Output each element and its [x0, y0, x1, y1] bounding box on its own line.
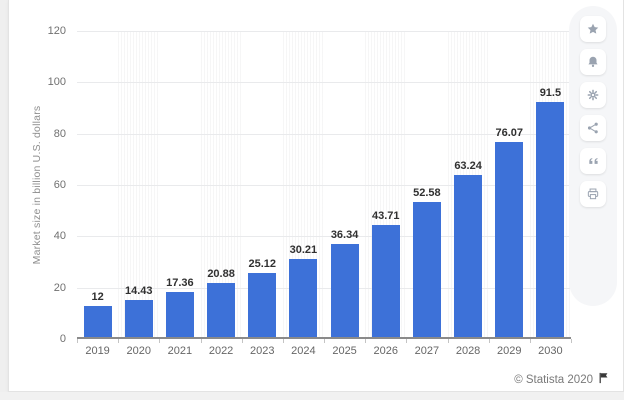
- gridline-80: [77, 133, 571, 135]
- bell-icon: [586, 55, 600, 69]
- gridline-20: [77, 287, 571, 289]
- x-axis-label-2020: 2020: [126, 345, 151, 357]
- star-icon: [586, 22, 600, 36]
- x-axis-label-2027: 2027: [414, 345, 440, 357]
- flag-icon: [598, 372, 609, 387]
- x-axis-label-2021: 2021: [167, 345, 193, 357]
- share-icon: [586, 121, 600, 135]
- gridline-120: [77, 31, 571, 32]
- x-axis-label-2024: 2024: [291, 345, 316, 357]
- bar-2028[interactable]: [454, 174, 483, 337]
- value-label-2026: 43.71: [371, 209, 400, 222]
- chart-action-toolbar: [569, 6, 617, 306]
- chart-card: Market size in billion U.S. dollars 12 14…: [8, 0, 624, 392]
- y-tick-label-20: 20: [53, 281, 66, 294]
- settings-button[interactable]: [580, 82, 606, 108]
- value-label-2027: 52.58: [413, 187, 441, 200]
- value-label-2025: 36.34: [330, 228, 359, 241]
- x-axis-tick: [324, 339, 325, 343]
- x-axis-label-2030: 2030: [538, 345, 563, 357]
- y-tick-label-80: 80: [53, 127, 66, 140]
- hatched-column-band: [118, 31, 160, 337]
- x-axis-tick: [200, 339, 202, 343]
- value-label-2030: 91.5: [539, 87, 562, 100]
- x-axis-tick: [77, 339, 78, 343]
- plot-area: 12 14.43 17.36 20.88 25.12 30.21 36.34 43.71 52.…: [77, 31, 572, 343]
- value-label-2021: 17.36: [166, 277, 194, 290]
- bar-2030[interactable]: [536, 102, 565, 337]
- bar-2029[interactable]: [495, 141, 524, 337]
- x-axis-tick: [529, 339, 531, 343]
- x-axis-label-2029: 2029: [496, 345, 522, 357]
- x-axis-label-2019: 2019: [85, 345, 110, 357]
- x-axis-tick: [118, 339, 120, 343]
- quote-icon: [586, 154, 600, 168]
- x-axis-tick: [447, 339, 449, 343]
- value-label-2020: 14.43: [124, 284, 153, 297]
- print-button[interactable]: [580, 181, 606, 207]
- value-label-2022: 20.88: [207, 268, 235, 281]
- x-axis-label-2026: 2026: [373, 345, 398, 357]
- x-axis-label-2028: 2028: [455, 345, 481, 357]
- bar-2019[interactable]: [83, 306, 112, 337]
- x-axis-tick: [159, 339, 161, 343]
- value-label-2029: 76.07: [495, 126, 523, 139]
- bar-2026[interactable]: [371, 224, 400, 337]
- y-tick-label-60: 60: [53, 179, 66, 191]
- y-tick-label-120: 120: [47, 25, 66, 37]
- share-button[interactable]: [580, 115, 606, 141]
- gridline-60: [77, 185, 571, 186]
- value-label-2023: 25.12: [248, 257, 276, 270]
- gridline-100: [77, 82, 571, 84]
- bar-2025[interactable]: [330, 243, 359, 337]
- print-icon: [586, 187, 600, 201]
- x-axis-tick: [282, 339, 284, 343]
- y-tick-label-0: 0: [59, 333, 66, 345]
- gear-icon: [586, 88, 600, 102]
- cite-button[interactable]: [580, 148, 606, 174]
- bar-2023[interactable]: [248, 272, 277, 337]
- value-label-2019: 12: [91, 291, 104, 304]
- x-axis-label-2025: 2025: [332, 345, 357, 357]
- copyright-notice: © Statista 2020: [514, 372, 609, 387]
- favorite-button[interactable]: [580, 16, 606, 42]
- value-label-2028: 63.24: [454, 159, 482, 172]
- alert-button[interactable]: [580, 49, 606, 75]
- bar-2022[interactable]: [207, 283, 236, 337]
- bar-2020[interactable]: [124, 299, 153, 337]
- x-axis-tick: [365, 339, 367, 343]
- x-axis-tick: [406, 339, 408, 343]
- gridline-40: [77, 236, 571, 238]
- copyright-text: © Statista 2020: [514, 373, 593, 386]
- bar-2024[interactable]: [289, 259, 318, 337]
- value-label-2024: 30.21: [289, 244, 318, 257]
- y-tick-label-100: 100: [47, 76, 66, 89]
- bar-2021[interactable]: [165, 292, 194, 337]
- page-bottom-strip: [0, 392, 624, 400]
- x-axis-tick: [571, 339, 572, 343]
- x-axis-tick: [488, 339, 490, 343]
- y-tick-label-40: 40: [53, 230, 66, 243]
- x-axis-tick: [241, 339, 243, 343]
- x-axis-label-2023: 2023: [249, 345, 275, 357]
- x-axis-label-2022: 2022: [208, 345, 234, 357]
- bar-2027[interactable]: [412, 202, 441, 337]
